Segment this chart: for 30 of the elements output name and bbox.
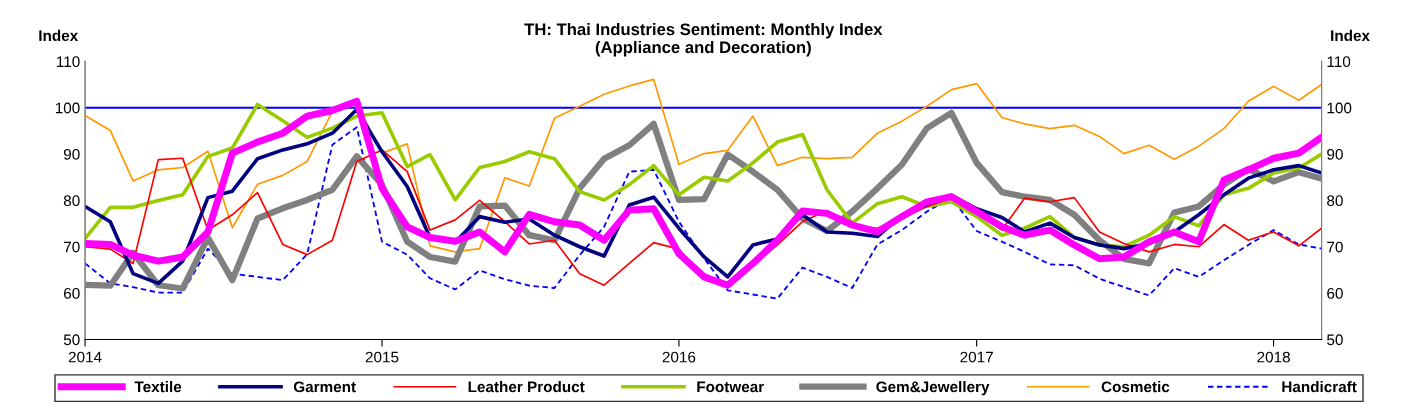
- y-tick-label: 70: [64, 241, 80, 253]
- y2-tick-label: 90: [1327, 148, 1343, 160]
- y2-tick-label: 80: [1327, 195, 1343, 207]
- y2-axis-title: Index: [1331, 29, 1370, 42]
- y-tick-label: 60: [64, 287, 80, 299]
- y-axis-title: Index: [39, 29, 79, 42]
- x-tick-label: 2018: [1257, 351, 1290, 363]
- y2-tick-label: 50: [1327, 334, 1343, 346]
- legend-label: Footwear: [697, 381, 764, 393]
- chart-title: TH: Thai Industries Sentiment: Monthly Index (Appliance and Decoration): [524, 22, 883, 57]
- y-tick-label: 50: [63, 334, 80, 346]
- legend-label: Cosmetic: [1101, 381, 1170, 393]
- legend-label: Textile: [134, 381, 182, 393]
- y-tick-label: 80: [63, 195, 80, 207]
- line-series: [85, 78, 1322, 253]
- y2-tick-label: 110: [1327, 56, 1351, 68]
- y2-tick-label: 60: [1327, 287, 1343, 299]
- x-tick-label: 2014: [68, 351, 102, 363]
- y2-tick-label: 70: [1327, 241, 1343, 253]
- x-tick-label: 2017: [960, 351, 993, 363]
- x-tick-label: 2015: [365, 351, 399, 363]
- y-tick-label: 110: [57, 56, 80, 68]
- legend-label: Garment: [293, 381, 356, 393]
- x-tick-label: 2016: [662, 351, 696, 363]
- y-tick-label: 90: [63, 148, 80, 160]
- legend-label: Handicraft: [1282, 381, 1357, 393]
- y2-tick-label: 100: [1327, 102, 1352, 114]
- legend-label: Gem&Jewellery: [876, 381, 990, 396]
- legend-label: Leather Product: [468, 381, 585, 393]
- y-tick-label: 100: [55, 102, 80, 114]
